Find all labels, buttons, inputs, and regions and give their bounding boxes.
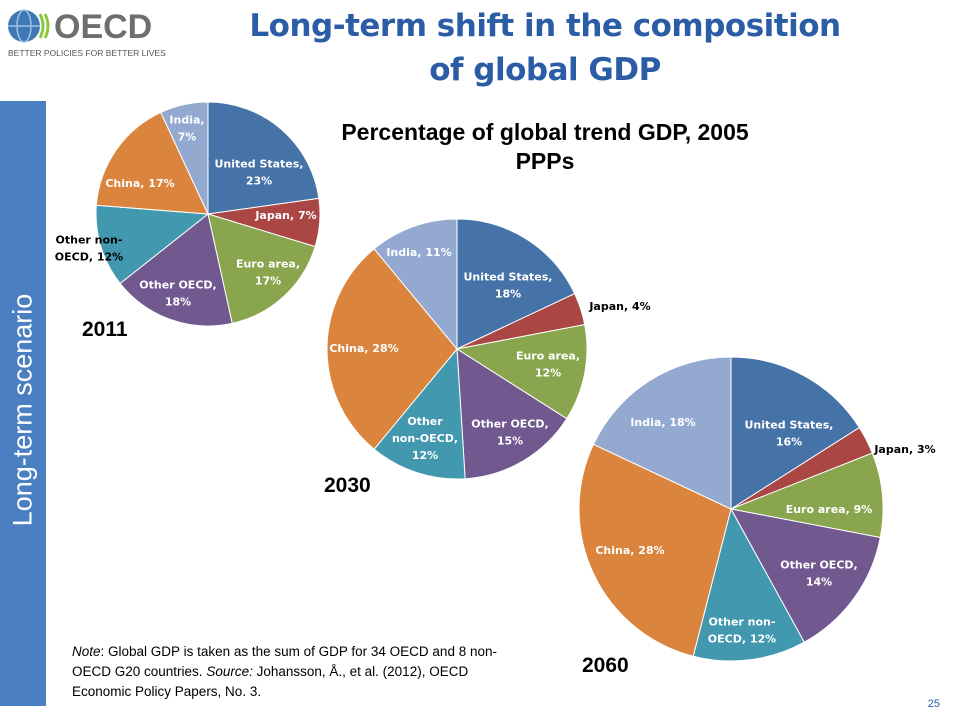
slice-label-other-non-oecd: Other non-OECD, 12% [392,415,458,462]
pie-slice-united-states [456,218,576,350]
slice-label-other-oecd: Other OECD, 15% [471,418,548,448]
page-title: Long-term shift in the composition of gl… [200,4,890,92]
slice-label-india: India, 11% [386,246,451,259]
slice-label-india: India, 18% [630,416,695,429]
slice-label-japan: Japan, 3% [873,443,935,456]
pie-slice-other-non-oecd [373,347,466,480]
pie-slice-united-states [730,356,861,510]
logo-wordmark: OECD [54,8,153,46]
pie-slice-china [578,443,732,657]
title-line-2: of global GDP [429,52,661,88]
subtitle-text: Percentage of global trend GDP, 2005 PPP… [341,119,749,174]
note-label: Note [72,644,101,659]
year-label-2011: 2011 [82,318,128,341]
source-label: Source: [206,664,253,679]
pie-slice-india [592,356,732,510]
slice-label-japan: Japan, 7% [254,209,316,222]
pie-slice-india [160,101,209,215]
oecd-logo: OECD BETTER POLICIES FOR BETTER LIVES [6,6,186,62]
pie-2011: United States, 23% Japan, 7% Euro area, 17% O… [55,101,321,327]
slice-label-other-non-oecd: Other non-OECD, 12% [55,234,123,264]
title-line-1: Long-term shift in the composition [249,8,841,44]
slice-label-euro-area: Euro area, 17% [236,258,300,288]
pie-slice-other-oecd [456,348,568,480]
slice-label-india: India, 7% [169,114,204,144]
pie-slice-euro-area [455,324,588,420]
logo-tagline: BETTER POLICIES FOR BETTER LIVES [8,48,166,58]
pie-slice-china [95,111,209,215]
pie-slice-euro-area [207,213,316,324]
source-text: Johansson, Å., et al. (2012), OECD Econo… [72,664,469,699]
year-label-2060: 2060 [582,654,629,677]
pie-slice-other-oecd [119,213,233,327]
slice-label-japan: Japan, 4% [588,300,650,313]
pie-slice-euro-area [729,452,884,539]
pie-slice-other-non-oecd [692,507,805,662]
slice-label-other-oecd: Other OECD, 18% [139,279,216,309]
globe-icon [8,9,50,43]
pie-2030: United States, 18% Japan, 4% Euro area, 12% O… [326,218,651,480]
slice-label-united-states: United States, 23% [214,158,303,188]
chart-subtitle: Percentage of global trend GDP, 2005 PPP… [340,118,750,176]
slice-label-china: China, 28% [595,544,664,557]
pie-slice-other-non-oecd [95,204,210,285]
slice-label-china: China, 17% [105,177,174,190]
pie-slice-india [373,218,458,351]
pie-slice-united-states [207,101,320,215]
slice-label-united-states: United States, 18% [463,271,552,301]
note-text: : Global GDP is taken as the sum of GDP … [72,644,497,679]
slice-label-china: China, 28% [329,342,398,355]
footnote: Note: Global GDP is taken as the sum of … [72,642,502,702]
slice-label-united-states: United States, 16% [744,419,833,449]
slice-label-euro-area: Euro area, 12% [516,350,580,380]
year-label-2030: 2030 [324,474,371,497]
pie-slice-other-oecd [730,508,881,643]
page-number: 25 [927,698,940,710]
pie-2060: United States, 16% Japan, 3% Euro area, 9% O… [578,356,936,662]
pie-slice-china [326,248,458,450]
sidebar [0,101,46,706]
slice-label-euro-area: Euro area, 9% [786,503,873,516]
slice-label-other-oecd: Other OECD, 14% [780,559,857,589]
slice-label-other-non-oecd: Other non-OECD, 12% [708,616,776,646]
